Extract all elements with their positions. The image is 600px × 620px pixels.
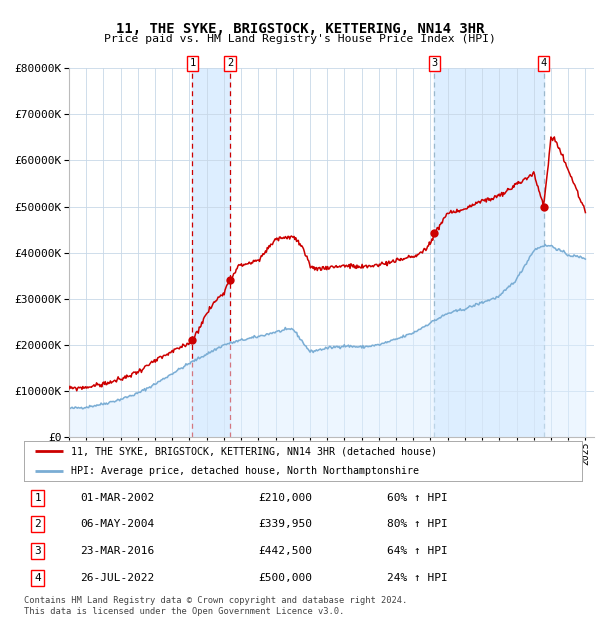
Bar — [434, 68, 544, 437]
Text: 80% ↑ HPI: 80% ↑ HPI — [387, 519, 448, 529]
Text: 2: 2 — [35, 519, 41, 529]
Text: 06-MAY-2004: 06-MAY-2004 — [80, 519, 154, 529]
Text: Price paid vs. HM Land Registry's House Price Index (HPI): Price paid vs. HM Land Registry's House … — [104, 34, 496, 44]
Text: £210,000: £210,000 — [259, 493, 313, 503]
Text: £500,000: £500,000 — [259, 573, 313, 583]
Text: 3: 3 — [35, 546, 41, 556]
Text: 4: 4 — [35, 573, 41, 583]
Text: 11, THE SYKE, BRIGSTOCK, KETTERING, NN14 3HR: 11, THE SYKE, BRIGSTOCK, KETTERING, NN14… — [116, 22, 484, 36]
Text: 2: 2 — [227, 58, 233, 68]
Text: 01-MAR-2002: 01-MAR-2002 — [80, 493, 154, 503]
Text: 23-MAR-2016: 23-MAR-2016 — [80, 546, 154, 556]
Text: This data is licensed under the Open Government Licence v3.0.: This data is licensed under the Open Gov… — [24, 607, 344, 616]
Text: 24% ↑ HPI: 24% ↑ HPI — [387, 573, 448, 583]
Bar — [193, 68, 230, 437]
Text: 4: 4 — [541, 58, 547, 68]
Text: 11, THE SYKE, BRIGSTOCK, KETTERING, NN14 3HR (detached house): 11, THE SYKE, BRIGSTOCK, KETTERING, NN14… — [71, 446, 437, 456]
Text: HPI: Average price, detached house, North Northamptonshire: HPI: Average price, detached house, Nort… — [71, 466, 419, 476]
Text: 1: 1 — [189, 58, 196, 68]
Text: 64% ↑ HPI: 64% ↑ HPI — [387, 546, 448, 556]
Text: 26-JUL-2022: 26-JUL-2022 — [80, 573, 154, 583]
Text: Contains HM Land Registry data © Crown copyright and database right 2024.: Contains HM Land Registry data © Crown c… — [24, 596, 407, 604]
Text: £339,950: £339,950 — [259, 519, 313, 529]
Text: £442,500: £442,500 — [259, 546, 313, 556]
Text: 60% ↑ HPI: 60% ↑ HPI — [387, 493, 448, 503]
Text: 3: 3 — [431, 58, 437, 68]
Text: 1: 1 — [35, 493, 41, 503]
